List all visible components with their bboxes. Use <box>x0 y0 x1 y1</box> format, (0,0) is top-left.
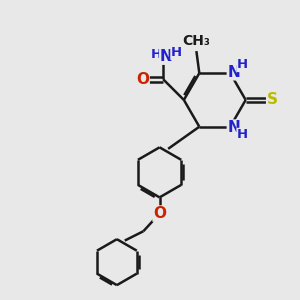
Text: H: H <box>237 128 248 142</box>
Text: S: S <box>267 92 278 107</box>
Text: O: O <box>153 206 166 221</box>
Text: N: N <box>227 65 240 80</box>
Text: H: H <box>150 48 161 61</box>
Text: N: N <box>227 120 240 135</box>
Text: H: H <box>237 58 248 71</box>
Text: H: H <box>171 46 182 59</box>
Text: CH₃: CH₃ <box>182 34 210 48</box>
Text: N: N <box>160 49 172 64</box>
Text: O: O <box>136 72 149 87</box>
